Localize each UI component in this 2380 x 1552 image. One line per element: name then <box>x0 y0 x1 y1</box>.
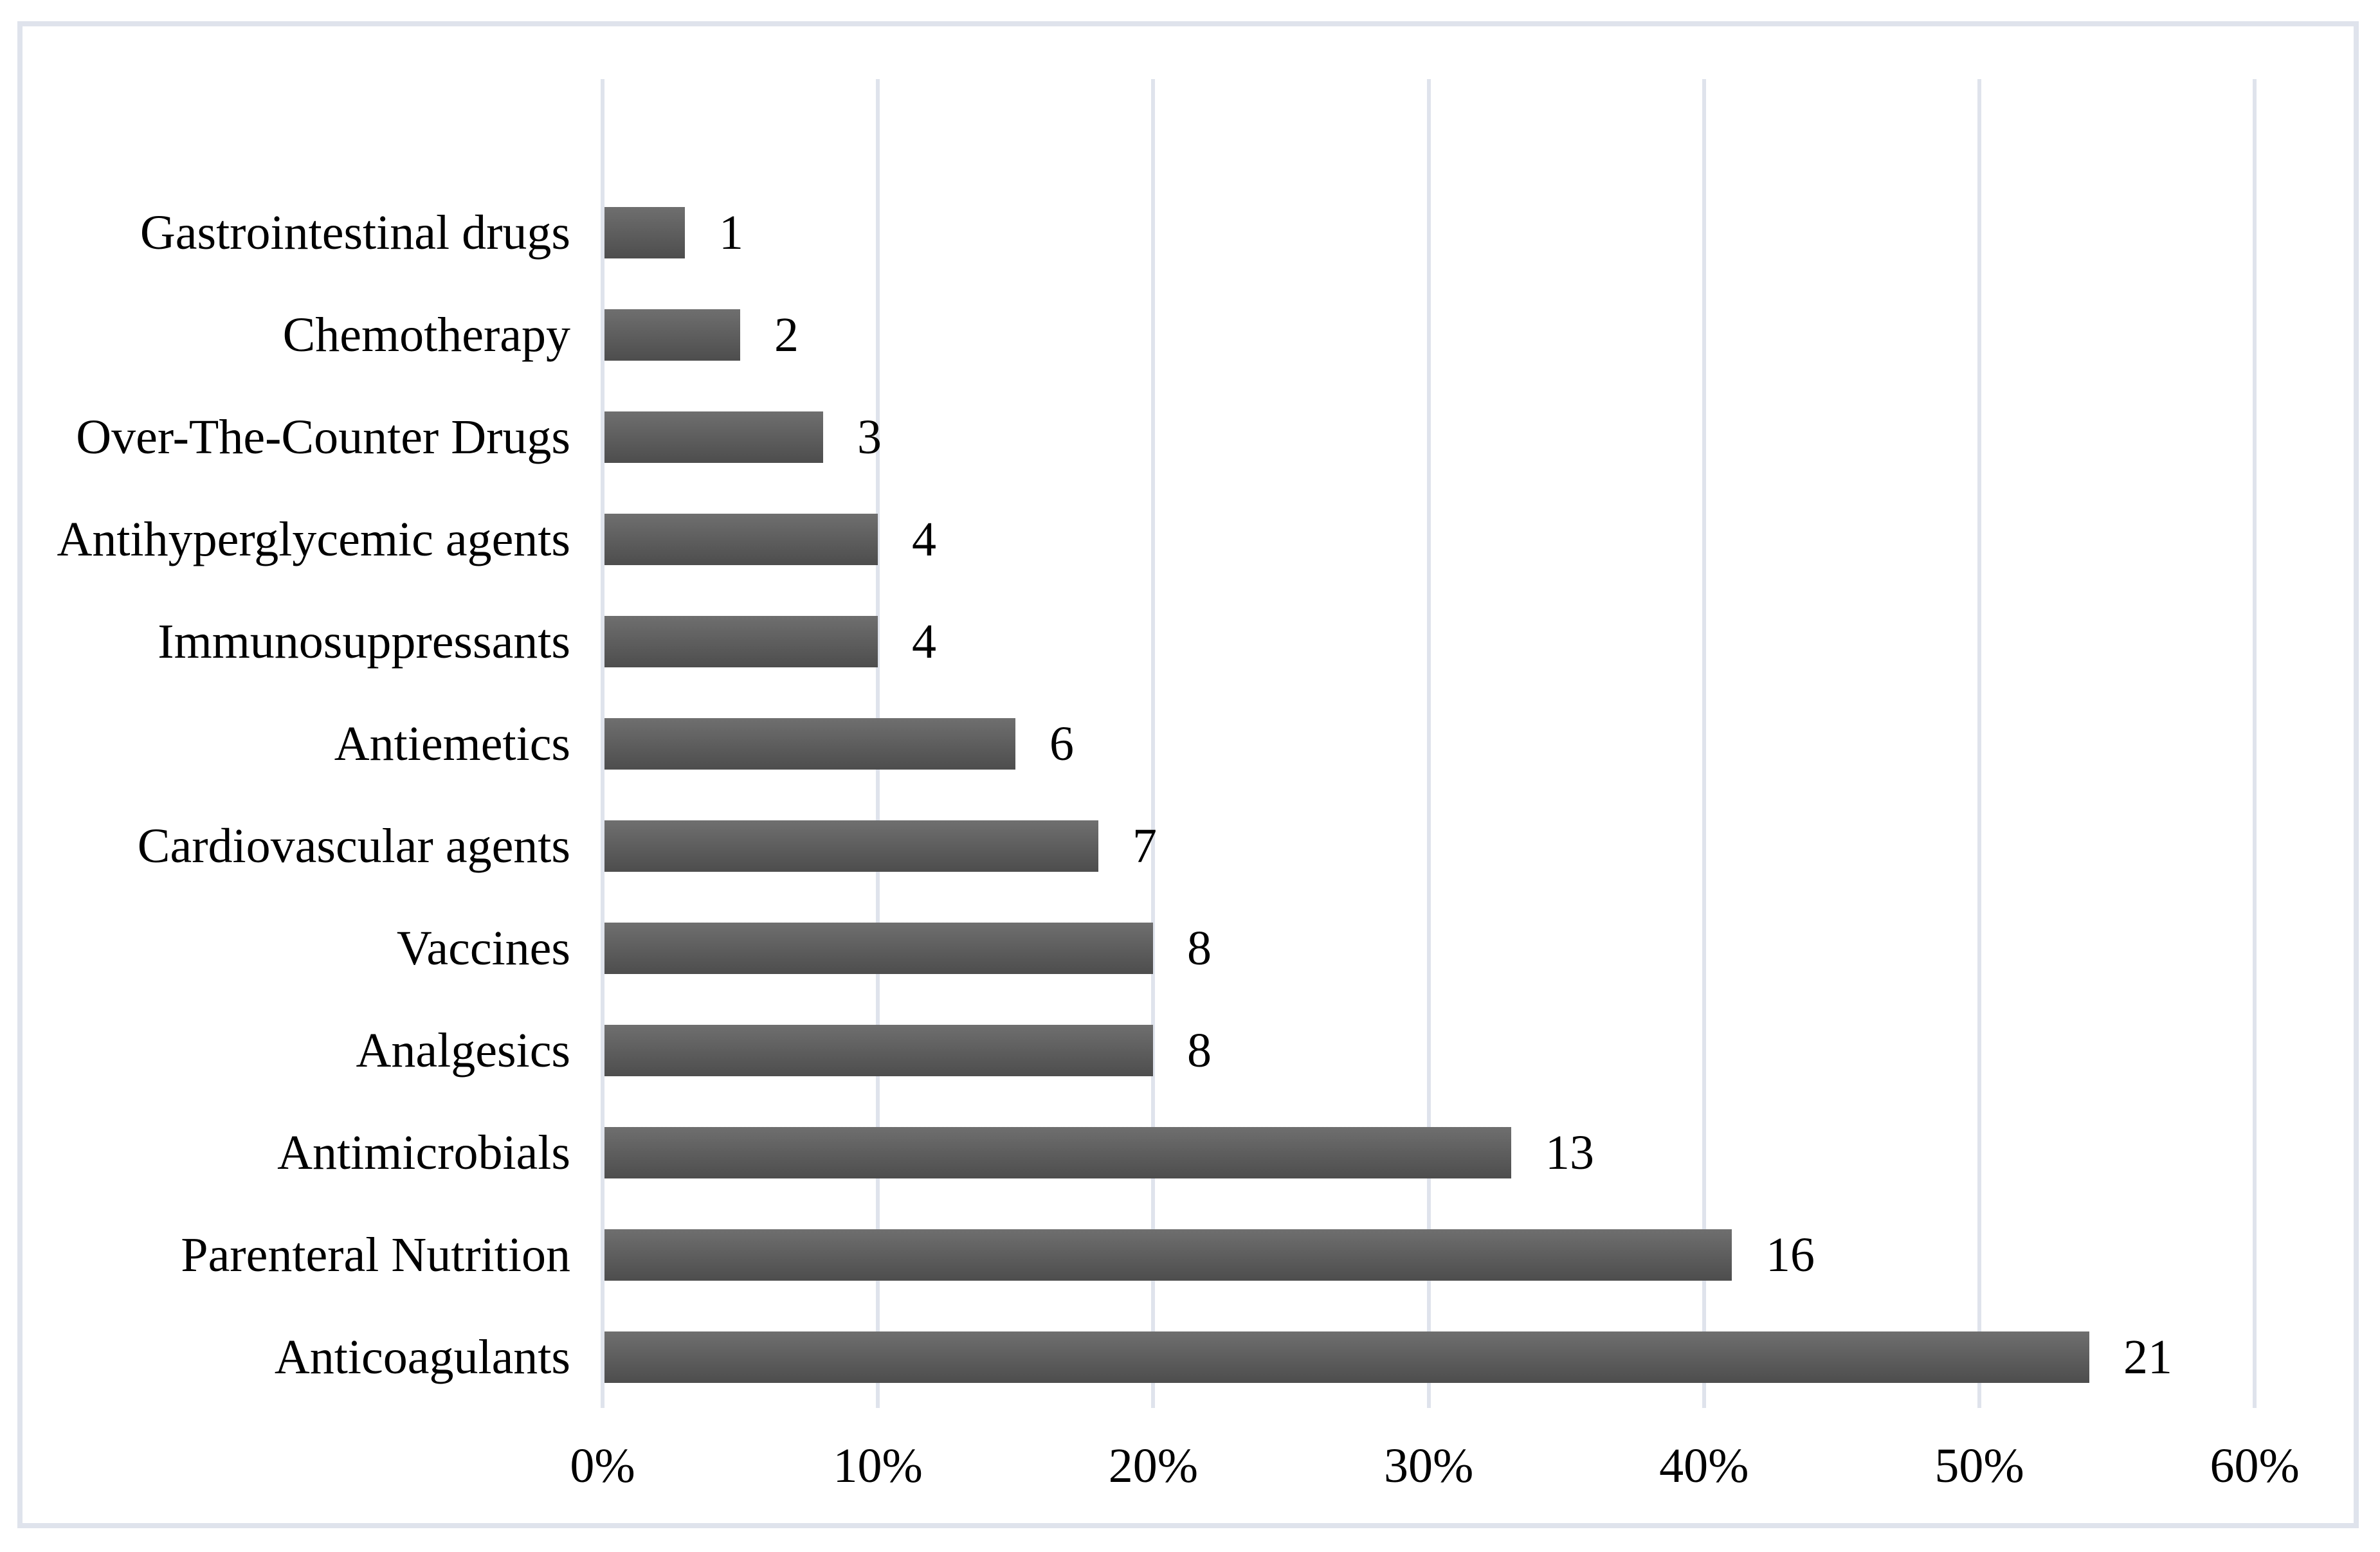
bar-anticoagulants <box>604 1331 2089 1383</box>
bar-antiemetics <box>604 718 1015 770</box>
bar-immunosuppressants <box>604 616 878 667</box>
value-label-parenteral-nutrition: 16 <box>1766 1228 1815 1282</box>
category-label-immunosuppressants: Immunosuppressants <box>158 615 570 669</box>
bar-over-the-counter-drugs <box>604 411 823 463</box>
x-tick-label-0: 0% <box>570 1439 635 1493</box>
bar-chemotherapy <box>604 309 740 361</box>
value-label-cardiovascular-agents: 7 <box>1132 819 1157 873</box>
value-label-chemotherapy: 2 <box>774 308 799 362</box>
value-label-antiemetics: 6 <box>1049 717 1074 771</box>
bar-vaccines <box>604 923 1153 974</box>
gridline-0 <box>601 79 604 1408</box>
gridline-60 <box>2253 79 2257 1408</box>
x-tick-label-50: 50% <box>1934 1439 2024 1493</box>
x-tick-label-60: 60% <box>2210 1439 2300 1493</box>
x-tick-label-30: 30% <box>1383 1439 1474 1493</box>
bar-parenteral-nutrition <box>604 1229 1732 1281</box>
bar-gastrointestinal-drugs <box>604 207 685 258</box>
category-label-vaccines: Vaccines <box>396 921 570 975</box>
gridline-20 <box>1151 79 1156 1408</box>
gridline-50 <box>1977 79 1981 1408</box>
bar-antihyperglycemic-agents <box>604 514 878 565</box>
category-label-antiemetics: Antiemetics <box>334 717 570 771</box>
bar-antimicrobials <box>604 1127 1511 1178</box>
category-label-parenteral-nutrition: Parenteral Nutrition <box>181 1228 570 1282</box>
category-label-gastrointestinal-drugs: Gastrointestinal drugs <box>140 206 570 260</box>
value-label-vaccines: 8 <box>1187 921 1212 975</box>
value-label-immunosuppressants: 4 <box>912 615 936 669</box>
category-label-antimicrobials: Antimicrobials <box>277 1126 570 1180</box>
value-label-over-the-counter-drugs: 3 <box>857 410 882 464</box>
value-label-antimicrobials: 13 <box>1545 1126 1594 1180</box>
value-label-antihyperglycemic-agents: 4 <box>912 512 936 566</box>
value-label-gastrointestinal-drugs: 1 <box>719 206 743 260</box>
bar-cardiovascular-agents <box>604 820 1098 872</box>
gridline-30 <box>1426 79 1431 1408</box>
gridline-40 <box>1702 79 1706 1408</box>
x-tick-label-10: 10% <box>833 1439 923 1493</box>
category-label-cardiovascular-agents: Cardiovascular agents <box>137 819 570 873</box>
category-label-over-the-counter-drugs: Over-The-Counter Drugs <box>76 410 570 464</box>
x-tick-label-40: 40% <box>1659 1439 1749 1493</box>
category-label-antihyperglycemic-agents: Antihyperglycemic agents <box>57 512 570 566</box>
category-label-chemotherapy: Chemotherapy <box>282 308 570 362</box>
value-label-anticoagulants: 21 <box>2123 1330 2172 1384</box>
category-label-anticoagulants: Anticoagulants <box>274 1330 570 1384</box>
x-tick-label-20: 20% <box>1108 1439 1199 1493</box>
value-label-analgesics: 8 <box>1187 1024 1212 1078</box>
category-label-analgesics: Analgesics <box>356 1024 570 1078</box>
bar-analgesics <box>604 1025 1153 1076</box>
